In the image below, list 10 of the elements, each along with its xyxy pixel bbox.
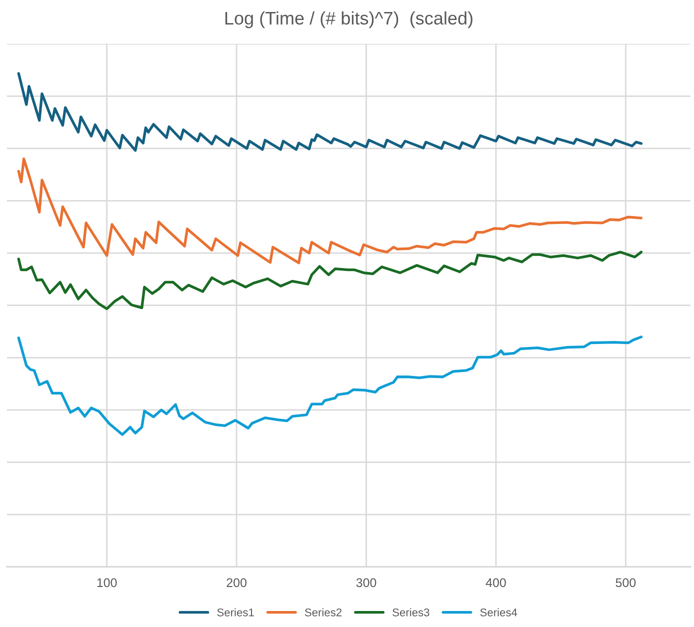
legend-label: Series4 <box>480 608 518 616</box>
legend-label: Series2 <box>304 608 342 616</box>
legend-label: Series1 <box>217 608 254 616</box>
x-tick-label: 300 <box>356 578 376 588</box>
x-tick-label: 400 <box>486 578 506 588</box>
x-tick-label: 200 <box>226 578 246 588</box>
x-tick-label: 500 <box>616 578 636 588</box>
legend-label: Series3 <box>392 608 430 616</box>
x-tick-label: 100 <box>97 578 117 588</box>
chart-title: Log (Time / (# bits)^7) (scaled) <box>225 11 472 28</box>
